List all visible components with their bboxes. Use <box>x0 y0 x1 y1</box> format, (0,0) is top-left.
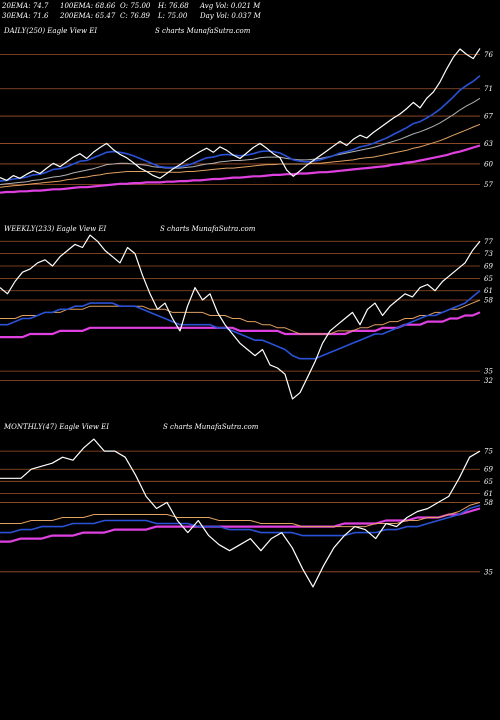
panel-0-series-ema-200 <box>0 144 481 194</box>
header-100ema: 100EMA: 68.66 <box>60 2 116 10</box>
panel-2-title: MONTHLY(47) Eagle View EI <box>3 423 109 431</box>
panel-2-series-price <box>0 438 481 588</box>
panel-1-tick-1: 73 <box>484 250 493 258</box>
panel-0-tick-1: 71 <box>484 85 493 93</box>
panel-1-tick-2: 69 <box>484 263 493 271</box>
panel-2-tick-1: 69 <box>484 466 493 474</box>
panel-1-tick-5: 58 <box>484 297 493 305</box>
panel-1-series-price <box>0 234 481 400</box>
panel-2-tick-2: 65 <box>484 478 493 486</box>
panel-1-tick-0: 77 <box>484 238 493 246</box>
header-200ema: 200EMA: 65.47 <box>60 12 116 20</box>
panel-0-tick-2: 67 <box>484 113 493 121</box>
panel-0-source: S charts MunafaSutra.com <box>155 27 251 35</box>
panel-2-tick-4: 58 <box>484 499 493 507</box>
panel-1-source: S charts MunafaSutra.com <box>160 225 256 233</box>
panel-0-title: DAILY(250) Eagle View EI <box>3 27 97 35</box>
header-high: H: 76.68 <box>158 2 189 10</box>
panel-0-tick-0: 76 <box>484 51 493 59</box>
panel-2-tick-3: 61 <box>484 490 493 498</box>
panel-0-series-ema-long <box>0 123 481 188</box>
header-20ema: 20EMA: 74.7 <box>2 2 49 10</box>
header-open: O: 75.00 <box>120 2 151 10</box>
panel-2-source: S charts MunafaSutra.com <box>163 423 259 431</box>
panel-0-series-ema-mid <box>0 97 481 185</box>
panel-2-series-ema-mid <box>0 501 481 528</box>
header-close: C: 76.89 <box>120 12 150 20</box>
panel-1-title: WEEKLY(233) Eagle View EI <box>4 225 107 233</box>
header-avg-vol: Avg Vol: 0.021 M <box>200 2 261 10</box>
panel-1-tick-3: 65 <box>484 275 493 283</box>
panel-0-series-ema-short <box>0 75 481 182</box>
panel-1-tick-6: 35 <box>484 368 493 376</box>
panel-0-series-price <box>0 48 481 181</box>
panel-1-tick-7: 32 <box>484 377 493 385</box>
header-30ema: 30EMA: 71.6 <box>2 12 49 20</box>
panel-0-tick-3: 63 <box>484 140 493 148</box>
panel-2-series-ema-200 <box>0 507 481 543</box>
panel-1-tick-4: 61 <box>484 287 493 295</box>
panel-0-tick-5: 57 <box>484 181 493 189</box>
panel-1-series-ema-short <box>0 290 481 360</box>
panel-2-tick-5: 35 <box>484 568 493 576</box>
panel-2-tick-0: 75 <box>484 448 493 456</box>
header-day-vol: Day Vol: 0.037 M <box>200 12 261 20</box>
header-low: L: 75.00 <box>158 12 188 20</box>
panel-1-series-ema-mid <box>0 299 481 335</box>
panel-0-tick-4: 60 <box>484 160 493 168</box>
panel-2-series-ema-short <box>0 504 481 537</box>
